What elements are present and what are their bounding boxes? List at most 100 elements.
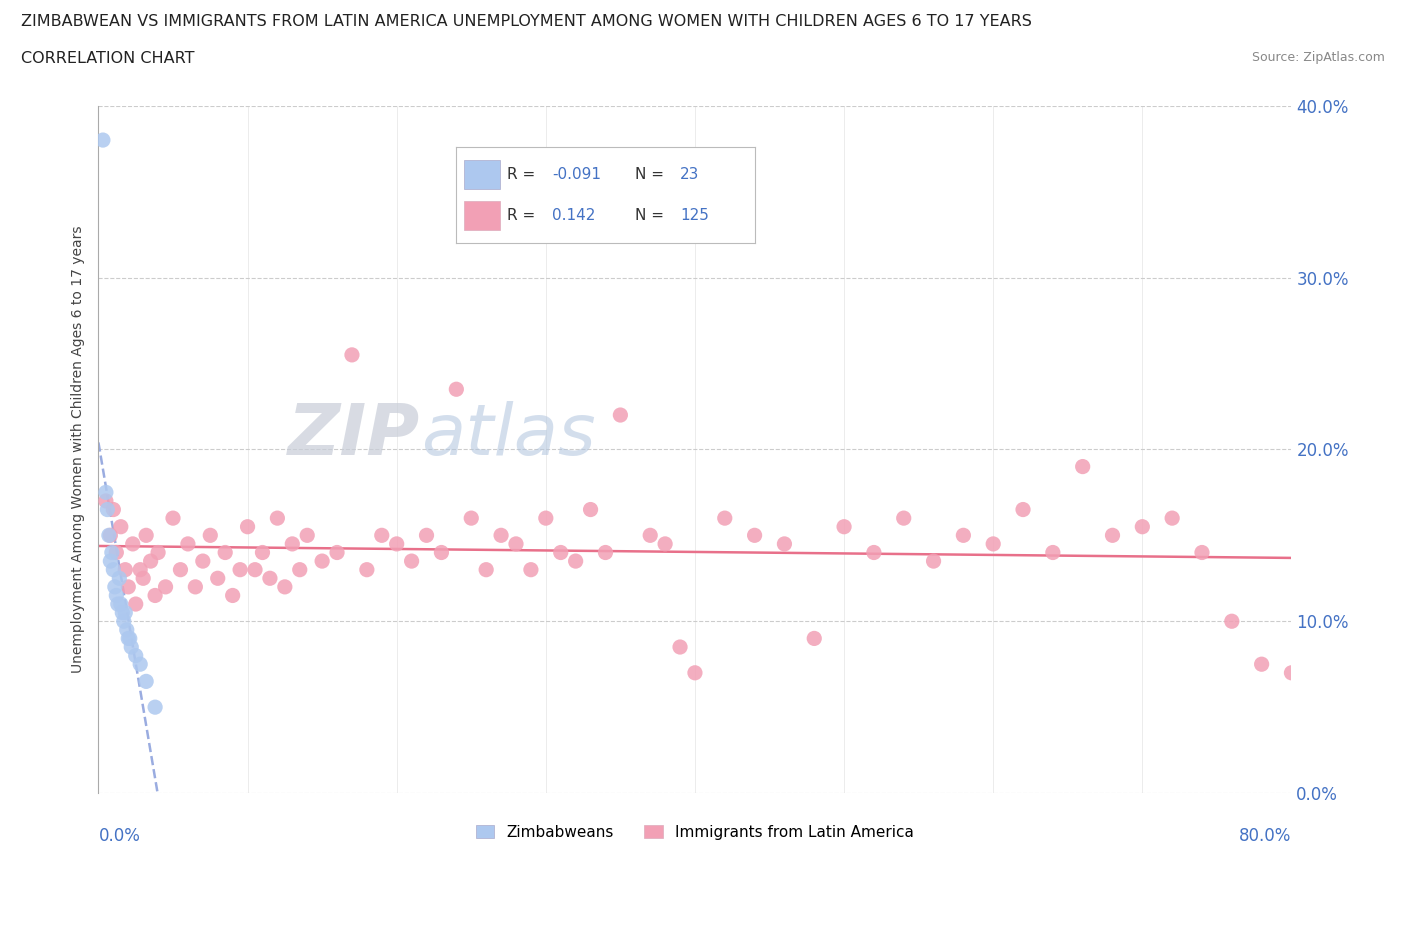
Point	[460, 511, 482, 525]
Point	[326, 545, 349, 560]
Point	[120, 640, 142, 655]
Point	[534, 511, 557, 525]
Point	[107, 597, 129, 612]
Point	[162, 511, 184, 525]
Point	[118, 631, 141, 645]
Point	[98, 528, 121, 543]
Point	[101, 545, 124, 560]
Point	[683, 665, 706, 680]
Point	[579, 502, 602, 517]
Point	[177, 537, 200, 551]
Text: 0.0%: 0.0%	[98, 828, 141, 845]
Point	[340, 348, 363, 363]
Point	[669, 640, 692, 655]
Text: atlas: atlas	[420, 401, 595, 471]
Point	[595, 545, 617, 560]
Point	[103, 502, 125, 517]
Y-axis label: Unemployment Among Women with Children Ages 6 to 17 years: Unemployment Among Women with Children A…	[72, 226, 86, 673]
Point	[143, 699, 166, 714]
Point	[221, 588, 243, 603]
Text: ZIP: ZIP	[288, 401, 420, 471]
Point	[114, 605, 136, 620]
Point	[356, 563, 378, 578]
Point	[1101, 528, 1123, 543]
Point	[1130, 519, 1153, 534]
Point	[184, 579, 207, 594]
Point	[297, 528, 319, 543]
Text: Source: ZipAtlas.com: Source: ZipAtlas.com	[1251, 51, 1385, 64]
Point	[288, 563, 311, 578]
Point	[91, 133, 114, 148]
Point	[112, 614, 135, 629]
Point	[803, 631, 825, 645]
Point	[489, 528, 512, 543]
Point	[207, 571, 229, 586]
Point	[104, 579, 127, 594]
Point	[191, 553, 214, 568]
Point	[713, 511, 735, 525]
Point	[117, 631, 139, 645]
Point	[98, 553, 121, 568]
Point	[832, 519, 855, 534]
Point	[1191, 545, 1213, 560]
Point	[415, 528, 437, 543]
Point	[259, 571, 281, 586]
Point	[1220, 614, 1243, 629]
Point	[252, 545, 274, 560]
Point	[229, 563, 252, 578]
Point	[105, 545, 128, 560]
Point	[129, 657, 152, 671]
Point	[96, 502, 118, 517]
Point	[115, 622, 138, 637]
Point	[446, 382, 468, 397]
Point	[564, 553, 586, 568]
Point	[103, 563, 125, 578]
Text: CORRELATION CHART: CORRELATION CHART	[21, 51, 194, 66]
Point	[169, 563, 191, 578]
Point	[105, 588, 128, 603]
Point	[97, 528, 120, 543]
Point	[1161, 511, 1184, 525]
Point	[773, 537, 796, 551]
Point	[311, 553, 333, 568]
Point	[385, 537, 408, 551]
Point	[981, 537, 1004, 551]
Text: 80.0%: 80.0%	[1239, 828, 1292, 845]
Point	[108, 571, 131, 586]
Point	[243, 563, 266, 578]
Point	[114, 563, 136, 578]
Point	[139, 553, 162, 568]
Point	[430, 545, 453, 560]
Point	[146, 545, 169, 560]
Point	[371, 528, 394, 543]
Point	[117, 579, 139, 594]
Point	[1012, 502, 1035, 517]
Point	[274, 579, 297, 594]
Point	[505, 537, 527, 551]
Point	[94, 494, 117, 509]
Point	[609, 407, 631, 422]
Point	[111, 605, 134, 620]
Point	[654, 537, 676, 551]
Point	[1250, 657, 1272, 671]
Legend: Zimbabweans, Immigrants from Latin America: Zimbabweans, Immigrants from Latin Ameri…	[468, 817, 921, 847]
Point	[520, 563, 543, 578]
Text: ZIMBABWEAN VS IMMIGRANTS FROM LATIN AMERICA UNEMPLOYMENT AMONG WOMEN WITH CHILDR: ZIMBABWEAN VS IMMIGRANTS FROM LATIN AMER…	[21, 14, 1032, 29]
Point	[401, 553, 423, 568]
Point	[952, 528, 974, 543]
Point	[143, 588, 166, 603]
Point	[1281, 665, 1303, 680]
Point	[214, 545, 236, 560]
Point	[638, 528, 661, 543]
Point	[135, 674, 157, 689]
Point	[550, 545, 572, 560]
Point	[121, 537, 143, 551]
Point	[125, 597, 148, 612]
Point	[1042, 545, 1064, 560]
Point	[236, 519, 259, 534]
Point	[744, 528, 766, 543]
Point	[94, 485, 117, 499]
Point	[132, 571, 155, 586]
Point	[922, 553, 945, 568]
Point	[475, 563, 498, 578]
